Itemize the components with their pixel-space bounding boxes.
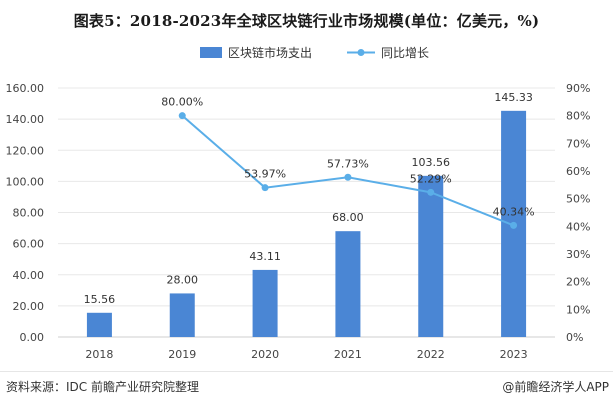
- bar: [418, 175, 444, 337]
- line-data-label: 80.00%: [161, 96, 203, 109]
- y-left-tick-label: 0.00: [20, 331, 45, 344]
- line-data-labels: 80.00% 53.97% 57.73% 52.29% 40.34%: [161, 96, 534, 219]
- x-tick-label: 2018: [85, 348, 113, 361]
- growth-line: [181, 114, 514, 227]
- bar: [252, 269, 278, 337]
- y-left-tick-label: 60.00: [13, 238, 45, 251]
- x-tick-label: 2023: [500, 348, 528, 361]
- line-point: [427, 188, 435, 196]
- y-left-tick-label: 20.00: [13, 300, 45, 313]
- line-data-label: 40.34%: [493, 205, 535, 218]
- y-left-tick-label: 80.00: [13, 207, 45, 220]
- y-right-tick-label: 10%: [566, 303, 590, 316]
- y-right-tick-label: 0%: [566, 331, 583, 344]
- x-tick-label: 2021: [334, 348, 362, 361]
- x-tick-label: 2019: [168, 348, 196, 361]
- bar-data-label: 145.33: [494, 91, 533, 104]
- bar: [169, 293, 195, 337]
- chart-title: 图表5：2018-2023年全球区块链行业市场规模(单位：亿美元，%): [73, 12, 540, 30]
- y-left-tick-label: 100.00: [6, 175, 45, 188]
- y-right-tick-label: 20%: [566, 276, 590, 289]
- line-point: [178, 112, 186, 120]
- right-axis-ticks: 0% 10% 20% 30% 40% 50% 60% 70% 80% 90%: [566, 82, 590, 344]
- x-tick-label: 2020: [251, 348, 279, 361]
- bar-data-label: 103.56: [412, 156, 451, 169]
- legend-swatch-line-marker: [357, 49, 365, 56]
- y-right-tick-label: 60%: [566, 165, 590, 178]
- legend: 区块链市场支出 同比增长: [200, 45, 429, 60]
- y-right-tick-label: 80%: [566, 110, 590, 123]
- source-note: 资料来源：IDC 前瞻产业研究院整理: [6, 380, 199, 394]
- line-point: [261, 184, 269, 192]
- footer-divider: [0, 371, 613, 372]
- y-right-tick-label: 90%: [566, 82, 590, 95]
- bar-data-label: 28.00: [167, 273, 199, 286]
- bar-data-label: 15.56: [84, 293, 116, 306]
- bar: [335, 231, 361, 337]
- left-axis-ticks: 0.00 20.00 40.00 60.00 80.00 100.00 120.00 140.…: [6, 82, 45, 344]
- y-left-tick-label: 40.00: [13, 269, 45, 282]
- legend-label-line: 同比增长: [381, 46, 429, 60]
- y-left-tick-label: 140.00: [6, 113, 45, 126]
- legend-swatch-bar: [200, 47, 222, 58]
- line-series: [178, 112, 518, 229]
- gridlines: [58, 87, 555, 307]
- line-point: [510, 221, 518, 229]
- line-point: [344, 173, 352, 181]
- bar: [86, 312, 112, 337]
- x-axis-ticks: 2018 2019 2020 2021 2022 2023: [85, 348, 527, 361]
- bar-data-labels: 15.56 28.00 43.11 68.00 103.56 145.33: [84, 91, 533, 306]
- line-data-label: 57.73%: [327, 157, 369, 170]
- bar-series: [86, 110, 527, 337]
- brand-credit: @前瞻经济学人APP: [502, 380, 609, 394]
- line-data-label: 53.97%: [244, 168, 286, 181]
- y-right-tick-label: 30%: [566, 248, 590, 261]
- bar-data-label: 43.11: [249, 250, 281, 263]
- y-right-tick-label: 40%: [566, 220, 590, 233]
- x-tick-label: 2022: [417, 348, 445, 361]
- y-right-tick-label: 50%: [566, 193, 590, 206]
- y-right-tick-label: 70%: [566, 137, 590, 150]
- y-left-tick-label: 160.00: [6, 82, 45, 95]
- legend-label-bar: 区块链市场支出: [228, 45, 312, 60]
- bar-data-label: 68.00: [332, 211, 364, 224]
- line-data-label: 52.29%: [410, 172, 452, 185]
- y-left-tick-label: 120.00: [6, 144, 45, 157]
